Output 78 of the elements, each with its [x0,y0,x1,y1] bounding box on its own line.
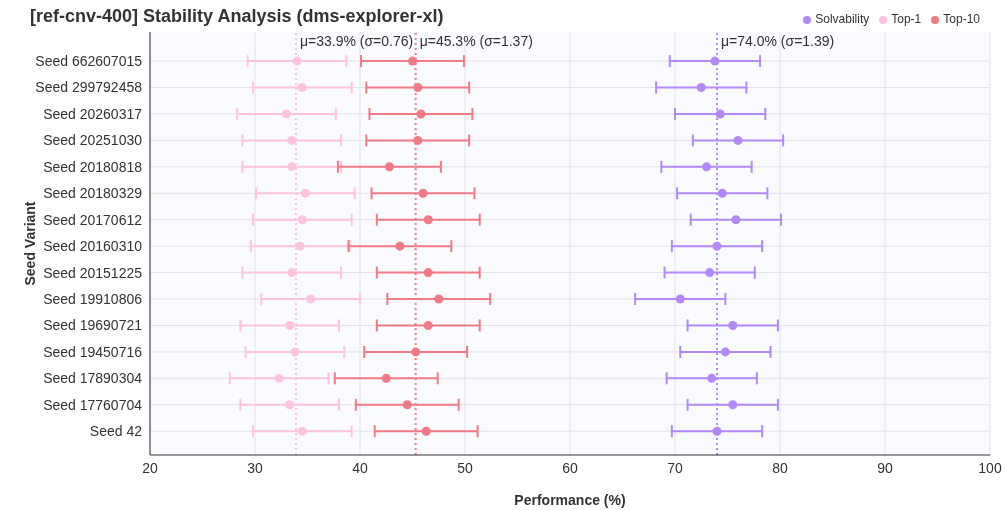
x-tick-label: 100 [978,459,1002,476]
point [295,241,305,251]
y-tick-label: Seed 19910806 [43,290,143,307]
point [707,373,717,383]
x-tick-label: 50 [457,459,473,476]
y-tick-label: Seed 20180329 [43,185,143,202]
point [395,241,405,251]
ref-line-label: μ=74.0% (σ=1.39) [721,32,835,49]
point [407,56,418,66]
x-tick-label: 70 [667,459,683,476]
point [733,135,743,145]
y-tick-label: Seed 20170612 [43,211,143,228]
point [292,56,302,66]
y-tick-label: Seed 17890304 [43,370,143,387]
ref-line-label: μ=33.9% (σ=0.76) [299,32,414,49]
point [731,215,741,225]
point [285,400,295,410]
x-tick-label: 80 [772,459,788,476]
point [297,426,307,436]
x-tick-label: 30 [247,459,263,476]
point [384,162,394,172]
point [300,188,310,198]
point [434,294,444,304]
legend-label: Top-10 [943,12,980,26]
y-tick-label: Seed 299792458 [35,79,143,96]
point [411,347,421,357]
point [413,83,423,93]
point [274,373,284,383]
point [413,135,423,145]
point [696,83,706,93]
point [418,188,428,198]
ref-line-label: μ=45.3% (σ=1.37) [419,32,533,49]
point [297,83,307,93]
y-tick-label: Seed 20180818 [43,158,143,175]
point [287,135,297,145]
point [717,188,727,198]
legend-label: Solvability [815,12,870,26]
y-tick-label: Seed 17760704 [43,396,143,413]
point [416,109,426,119]
point [712,426,722,436]
y-tick-label: Seed 19690721 [43,317,143,334]
x-axis-title: Performance (%) [514,492,626,508]
point [421,426,431,436]
point [675,294,685,304]
point [402,400,412,410]
x-tick-label: 40 [352,459,368,476]
point [705,268,715,278]
point [710,56,720,66]
x-tick-label: 20 [142,459,158,476]
y-tick-label: Seed 20251030 [43,132,143,149]
point [423,215,433,225]
point [381,373,391,383]
point [715,109,725,119]
point [290,347,300,357]
y-tick-label: Seed 42 [89,423,143,440]
point [701,162,712,172]
point [287,268,297,278]
point [712,241,722,251]
point [306,294,316,304]
point [297,215,307,225]
point [285,320,295,330]
y-tick-label: Seed 20160310 [43,238,143,255]
chart-title: [ref-cnv-400] Stability Analysis (dms-explorer-xl) [30,6,444,27]
point [423,268,433,278]
point [728,400,738,410]
y-tick-label: Seed 19450716 [43,343,143,360]
point [720,347,730,357]
legend-label: Top-1 [891,12,922,26]
point [287,162,297,172]
point [728,320,738,330]
y-axis-title: Seed Variant [21,201,38,286]
x-tick-label: 90 [877,459,893,476]
y-tick-label: Seed 662607015 [35,53,143,70]
x-tick-label: 60 [562,459,578,476]
point [281,109,292,119]
point [423,320,433,330]
y-tick-label: Seed 20151225 [43,264,143,281]
y-tick-label: Seed 20260317 [43,105,143,122]
